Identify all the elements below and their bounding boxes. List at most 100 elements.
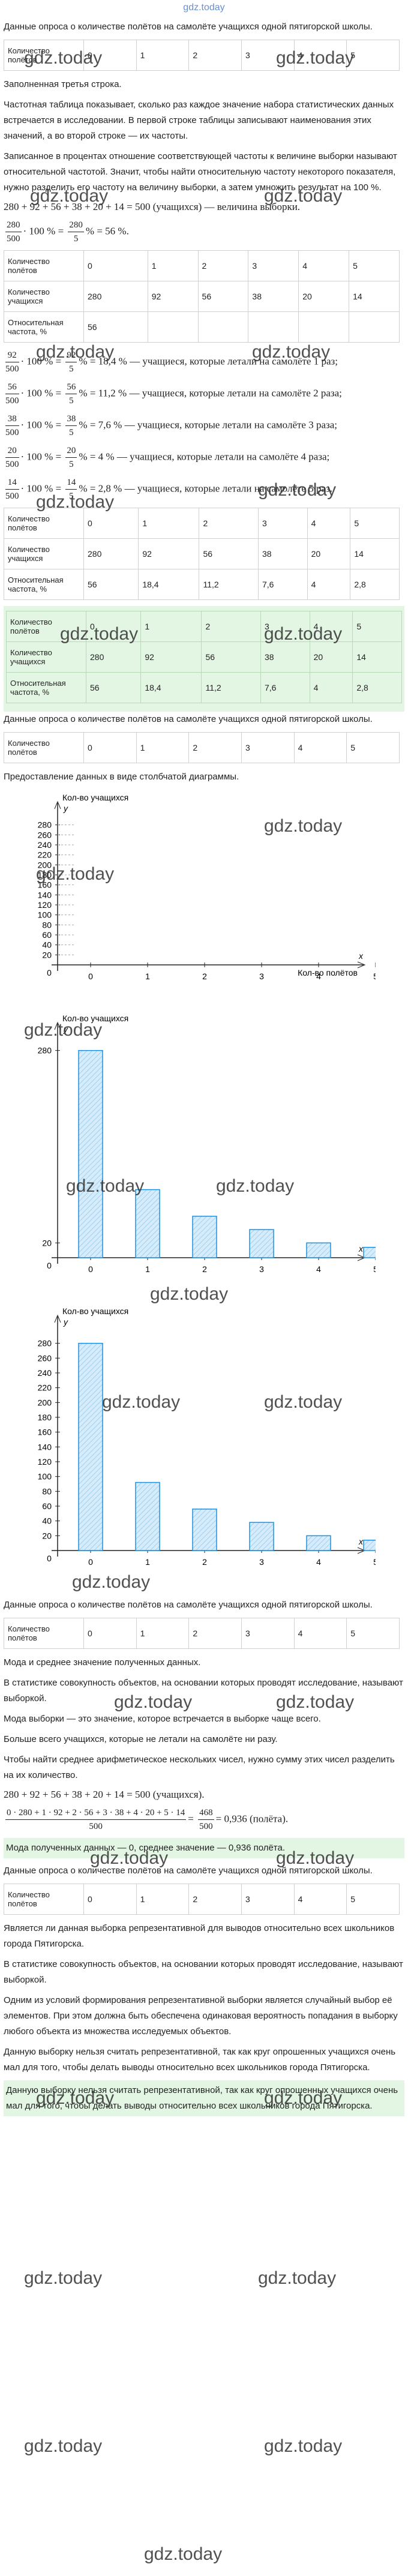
table-cell: 280 (85, 641, 142, 673)
formula-text: 280 + 92 + 56 + 38 + 20 + 14 = 500 (учащ… (4, 1789, 205, 1800)
table-cell: 2 (188, 732, 242, 763)
formula-text: % = 11,2 % — учащиеся, которые летали на… (79, 387, 342, 399)
x-tick-label: 1 (145, 971, 150, 981)
y-tick-label: 120 (38, 1457, 52, 1467)
table-cell: 11,2 (199, 569, 259, 600)
y-tick-label: 140 (38, 1442, 52, 1452)
denominator: 5 (69, 396, 74, 406)
paragraph: В статистике совокупность объектов, на о… (4, 1678, 403, 1704)
y-axis-title: Кол-во учащихся (62, 793, 128, 802)
table-cell: 5 (349, 250, 400, 281)
table-cell: 0 (83, 250, 148, 281)
table-cell: 5 (346, 732, 400, 763)
formula-text: % = 18,4 % — учащиеся, которые летали на… (79, 355, 338, 367)
numerator: 280 (5, 218, 22, 232)
y-tick-label: 40 (42, 1516, 52, 1526)
bar (192, 1216, 217, 1258)
table-cell: 3 (241, 40, 295, 71)
paragraph: В статистике совокупность объектов, на о… (4, 1959, 403, 1985)
paragraph: Больше всего учащихся, которые не летали… (4, 1734, 278, 1744)
table-cell: 3 (260, 611, 310, 642)
formula-text: 280 + 92 + 56 + 38 + 20 + 14 = 500 (учащ… (4, 201, 301, 212)
table-cell: 4 (293, 1884, 347, 1915)
table-cell: 2,8 (350, 569, 400, 600)
highlighted-table: Количество полётов 0 1 2 3 4 5 Количество учащи… (4, 606, 404, 712)
table: Количество полётов 0 1 2 3 4 5 Количество учащи… (4, 508, 400, 600)
formula: 56 500 · 100 % = 56 5% = 11,2 % — учащиеся,… (4, 380, 404, 407)
x-tick-label: 2 (202, 1557, 207, 1567)
bar (363, 1539, 388, 1551)
table-cell: 56 (83, 569, 139, 600)
x-tick-label: 1 (145, 1264, 150, 1274)
table: Количество полётов 0 1 2 3 4 5 (4, 1884, 400, 1915)
row-header: Количество полётов (6, 611, 86, 642)
bar (306, 1242, 331, 1258)
table-cell: 14 (350, 538, 400, 569)
denominator: 5 (69, 491, 74, 501)
paragraph: Записанное в процентах отношение соответ… (4, 151, 397, 193)
table-cell: 1 (136, 732, 190, 763)
table-cell: 38 (260, 641, 310, 673)
table-cell: 18,4 (140, 672, 202, 703)
denominator: 5 (73, 234, 79, 244)
denominator: 5 (69, 364, 74, 374)
denominator: 500 (5, 364, 19, 374)
bar-chart: Кол-во учащихсяyx02040608010012014016018… (38, 1306, 388, 1567)
paragraph: Данные опроса о количестве полётов на са… (4, 1866, 373, 1876)
table-cell: 2 (188, 1618, 242, 1649)
row-header: Количество полётов (4, 40, 84, 71)
x-tick-label: 2 (202, 1264, 207, 1274)
row-header: Количество учащихся (4, 281, 84, 312)
chart-wrap: Кол-во учащихся y x 0 20 40 60 80 100 120 140 160 18… (4, 1305, 404, 1583)
table-cell: 7,6 (260, 672, 310, 703)
table: Количество полётов 0 1 2 3 4 5 (4, 40, 400, 71)
x-tick-label: 4 (316, 1264, 321, 1274)
table-row: Количество полётов 0 1 2 3 4 5 (4, 1884, 400, 1915)
watermark: gdz.today (24, 2436, 103, 2456)
x-tick-label: 3 (259, 1264, 264, 1274)
table-wrap: Количество полётов 0 1 2 3 4 5 Количество учащи… (4, 250, 404, 343)
y-tick-label: 160 (38, 1428, 52, 1437)
paragraph: Чтобы найти среднее арифметическое неско… (4, 1755, 395, 1780)
formula-text: = 0,936 (полёта). (215, 1813, 289, 1825)
y-tick-label: 40 (42, 940, 52, 950)
table-row: Количество полётов 0 1 2 3 4 5 (4, 732, 400, 763)
formula-text: % = 56 %. (85, 225, 129, 237)
y-tick-label: 240 (38, 840, 52, 850)
numerator: 92 (5, 349, 19, 362)
table-row: Относительная частота, % 56 (4, 311, 400, 343)
highlighted-paragraph: Мода полученных данных — 0, среднее знач… (4, 1838, 404, 1858)
x-tick-label: 0 (88, 971, 93, 981)
fraction: 468 500 (198, 1806, 214, 1833)
formula: 14 500 · 100 % = 14 5% = 2,8 % — учащиеся, … (4, 476, 404, 503)
table-cell: 2 (188, 1884, 242, 1915)
bar (192, 1509, 217, 1551)
origin-label: 0 (47, 1554, 52, 1563)
y-tick-label: 20 (42, 1531, 52, 1540)
table-cell: 2 (197, 250, 249, 281)
formula: 280 + 92 + 56 + 38 + 20 + 14 = 500 (учащ… (4, 200, 404, 214)
numerator: 14 (5, 476, 19, 490)
formula: 280 + 92 + 56 + 38 + 20 + 14 = 500 (учащ… (4, 1788, 404, 1801)
watermark: gdz.today (258, 2268, 337, 2288)
x-tick-label: 2 (202, 971, 207, 981)
table-cell: 4 (293, 40, 347, 71)
bar (249, 1229, 274, 1258)
row-header: Относительная частота, % (4, 569, 84, 600)
table-cell: 1 (138, 508, 200, 539)
table-cell: 0 (83, 1618, 137, 1649)
table-cell: 3 (241, 732, 295, 763)
paragraph: Заполненная третья строка. (4, 79, 122, 89)
denominator: 500 (199, 1822, 213, 1831)
formula: 38 500 · 100 % = 38 5% = 7,6 % — учащиеся, … (4, 412, 404, 439)
table-cell: 5 (346, 1884, 400, 1915)
y-tick-label: 80 (42, 1486, 52, 1496)
formula-text: · 100 % = (20, 451, 62, 463)
x-arrow (357, 961, 366, 968)
formula: 20 500 · 100 % = 20 5% = 4 % — учащиеся, ко… (4, 444, 404, 471)
chart-wrap: Кол-во учащихся y x Кол-во полётов 0 20 40 60 80… (4, 791, 404, 997)
table-cell: 56 (201, 641, 261, 673)
table-cell: 4 (307, 508, 351, 539)
row-header: Количество учащихся (4, 538, 84, 569)
